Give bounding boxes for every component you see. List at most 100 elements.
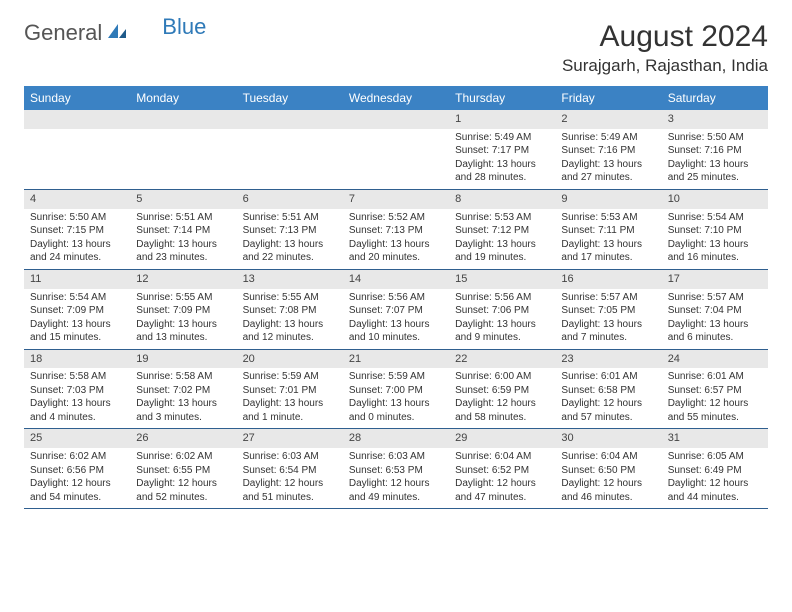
day-number: 11 [24,270,130,289]
day-cell: 17Sunrise: 5:57 AMSunset: 7:04 PMDayligh… [662,270,768,349]
daylight-text: Daylight: 13 hours and 17 minutes. [561,238,655,265]
day-details: Sunrise: 5:49 AMSunset: 7:16 PMDaylight:… [555,129,661,189]
day-number: 9 [555,190,661,209]
day-cell: 11Sunrise: 5:54 AMSunset: 7:09 PMDayligh… [24,270,130,349]
day-number: 23 [555,350,661,369]
sunset-text: Sunset: 6:53 PM [349,464,443,478]
daylight-text: Daylight: 13 hours and 22 minutes. [243,238,337,265]
daylight-text: Daylight: 13 hours and 16 minutes. [668,238,762,265]
daylight-text: Daylight: 13 hours and 6 minutes. [668,318,762,345]
day-number: 27 [237,429,343,448]
daylight-text: Daylight: 12 hours and 58 minutes. [455,397,549,424]
day-details: Sunrise: 6:00 AMSunset: 6:59 PMDaylight:… [449,368,555,428]
daylight-text: Daylight: 13 hours and 10 minutes. [349,318,443,345]
sunset-text: Sunset: 7:13 PM [243,224,337,238]
sunset-text: Sunset: 7:07 PM [349,304,443,318]
sunrise-text: Sunrise: 6:04 AM [455,450,549,464]
day-number-empty [24,110,130,129]
day-cell: 16Sunrise: 5:57 AMSunset: 7:05 PMDayligh… [555,270,661,349]
day-number: 19 [130,350,236,369]
day-cell: 15Sunrise: 5:56 AMSunset: 7:06 PMDayligh… [449,270,555,349]
sunrise-text: Sunrise: 5:58 AM [136,370,230,384]
day-cell: 31Sunrise: 6:05 AMSunset: 6:49 PMDayligh… [662,429,768,508]
month-title: August 2024 [562,20,768,54]
day-details: Sunrise: 5:55 AMSunset: 7:09 PMDaylight:… [130,289,236,349]
daylight-text: Daylight: 13 hours and 12 minutes. [243,318,337,345]
day-details: Sunrise: 6:02 AMSunset: 6:56 PMDaylight:… [24,448,130,508]
day-cell [343,110,449,189]
day-details: Sunrise: 5:53 AMSunset: 7:12 PMDaylight:… [449,209,555,269]
day-number: 26 [130,429,236,448]
sunrise-text: Sunrise: 5:50 AM [30,211,124,225]
sunset-text: Sunset: 7:06 PM [455,304,549,318]
day-number: 17 [662,270,768,289]
weekday-header: Friday [555,86,661,110]
daylight-text: Daylight: 13 hours and 15 minutes. [30,318,124,345]
sunset-text: Sunset: 7:09 PM [136,304,230,318]
day-details: Sunrise: 6:04 AMSunset: 6:52 PMDaylight:… [449,448,555,508]
sunset-text: Sunset: 7:01 PM [243,384,337,398]
day-cell: 21Sunrise: 5:59 AMSunset: 7:00 PMDayligh… [343,350,449,429]
sunset-text: Sunset: 7:09 PM [30,304,124,318]
sunset-text: Sunset: 6:49 PM [668,464,762,478]
day-cell: 18Sunrise: 5:58 AMSunset: 7:03 PMDayligh… [24,350,130,429]
day-details: Sunrise: 5:54 AMSunset: 7:10 PMDaylight:… [662,209,768,269]
day-cell: 3Sunrise: 5:50 AMSunset: 7:16 PMDaylight… [662,110,768,189]
day-cell: 6Sunrise: 5:51 AMSunset: 7:13 PMDaylight… [237,190,343,269]
day-cell: 27Sunrise: 6:03 AMSunset: 6:54 PMDayligh… [237,429,343,508]
day-cell: 8Sunrise: 5:53 AMSunset: 7:12 PMDaylight… [449,190,555,269]
daylight-text: Daylight: 13 hours and 3 minutes. [136,397,230,424]
day-number: 18 [24,350,130,369]
day-cell: 7Sunrise: 5:52 AMSunset: 7:13 PMDaylight… [343,190,449,269]
day-number: 29 [449,429,555,448]
day-cell: 13Sunrise: 5:55 AMSunset: 7:08 PMDayligh… [237,270,343,349]
logo-text-general: General [24,20,102,46]
day-details: Sunrise: 5:58 AMSunset: 7:03 PMDaylight:… [24,368,130,428]
weeks-container: 1Sunrise: 5:49 AMSunset: 7:17 PMDaylight… [24,110,768,509]
weekday-header: Monday [130,86,236,110]
daylight-text: Daylight: 13 hours and 9 minutes. [455,318,549,345]
sunrise-text: Sunrise: 6:01 AM [668,370,762,384]
sunset-text: Sunset: 6:57 PM [668,384,762,398]
week-row: 25Sunrise: 6:02 AMSunset: 6:56 PMDayligh… [24,429,768,509]
day-details: Sunrise: 5:50 AMSunset: 7:16 PMDaylight:… [662,129,768,189]
day-number: 3 [662,110,768,129]
sunrise-text: Sunrise: 5:51 AM [243,211,337,225]
day-cell: 29Sunrise: 6:04 AMSunset: 6:52 PMDayligh… [449,429,555,508]
day-details: Sunrise: 6:03 AMSunset: 6:53 PMDaylight:… [343,448,449,508]
sunrise-text: Sunrise: 5:55 AM [136,291,230,305]
sunset-text: Sunset: 6:59 PM [455,384,549,398]
sunset-text: Sunset: 7:17 PM [455,144,549,158]
sunset-text: Sunset: 6:50 PM [561,464,655,478]
day-number: 22 [449,350,555,369]
sunset-text: Sunset: 7:04 PM [668,304,762,318]
day-number: 15 [449,270,555,289]
day-number: 28 [343,429,449,448]
day-number: 1 [449,110,555,129]
sunset-text: Sunset: 7:12 PM [455,224,549,238]
sunrise-text: Sunrise: 5:58 AM [30,370,124,384]
sunrise-text: Sunrise: 5:57 AM [561,291,655,305]
sunset-text: Sunset: 7:14 PM [136,224,230,238]
day-number-empty [130,110,236,129]
sunset-text: Sunset: 7:03 PM [30,384,124,398]
day-number: 10 [662,190,768,209]
day-details: Sunrise: 5:59 AMSunset: 7:00 PMDaylight:… [343,368,449,428]
day-number: 30 [555,429,661,448]
day-cell: 5Sunrise: 5:51 AMSunset: 7:14 PMDaylight… [130,190,236,269]
day-details: Sunrise: 5:59 AMSunset: 7:01 PMDaylight:… [237,368,343,428]
day-cell: 23Sunrise: 6:01 AMSunset: 6:58 PMDayligh… [555,350,661,429]
sunrise-text: Sunrise: 6:02 AM [136,450,230,464]
daylight-text: Daylight: 12 hours and 47 minutes. [455,477,549,504]
day-cell: 1Sunrise: 5:49 AMSunset: 7:17 PMDaylight… [449,110,555,189]
day-details: Sunrise: 5:51 AMSunset: 7:13 PMDaylight:… [237,209,343,269]
day-cell [237,110,343,189]
day-number: 6 [237,190,343,209]
day-cell: 4Sunrise: 5:50 AMSunset: 7:15 PMDaylight… [24,190,130,269]
day-details: Sunrise: 5:54 AMSunset: 7:09 PMDaylight:… [24,289,130,349]
day-details: Sunrise: 6:01 AMSunset: 6:57 PMDaylight:… [662,368,768,428]
sunrise-text: Sunrise: 5:52 AM [349,211,443,225]
weekday-header: Sunday [24,86,130,110]
day-number: 5 [130,190,236,209]
day-number: 24 [662,350,768,369]
